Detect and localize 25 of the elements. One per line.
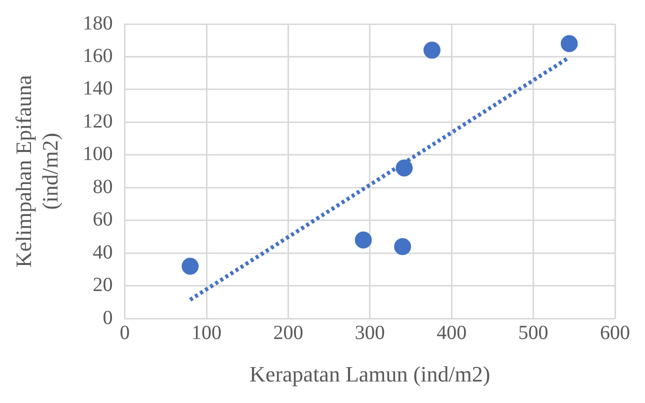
x-tick-label: 500 (518, 322, 548, 344)
y-tick-label: 160 (82, 44, 113, 67)
y-tick-label: 140 (82, 78, 113, 100)
x-tick-label: 0 (120, 322, 130, 344)
y-tick-label: 100 (82, 143, 113, 166)
y-axis-title: Kelimpahan Epifauna (ind/m2) (10, 74, 62, 268)
point (182, 258, 199, 275)
point (354, 232, 372, 249)
y-tick-label: 80 (92, 176, 113, 198)
y-tick-label: 120 (82, 110, 113, 132)
point (396, 160, 413, 177)
point (560, 35, 578, 52)
y-tick-label: 0 (102, 306, 113, 329)
y-tick-label: 180 (82, 12, 113, 34)
x-tick-label: 600 (600, 322, 630, 344)
x-tick-label: 200 (273, 322, 304, 344)
y-tick-label: 40 (92, 241, 113, 264)
x-tick-label: 400 (436, 322, 467, 344)
x-tick-label: 100 (192, 322, 222, 344)
y-tick-label: 20 (92, 274, 113, 296)
x-tick-label: 300 (354, 322, 385, 344)
y-tick-label: 60 (92, 208, 113, 231)
point (394, 238, 412, 256)
point (423, 42, 440, 59)
x-axis-title: Kerapatan Lamun (ind/m2) (250, 362, 490, 387)
